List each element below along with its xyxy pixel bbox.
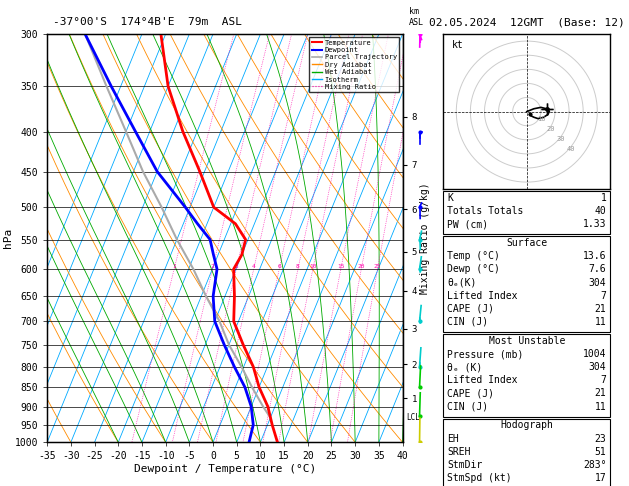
Text: CAPE (J): CAPE (J): [447, 304, 494, 314]
Text: 1: 1: [172, 264, 176, 269]
Text: 4: 4: [252, 264, 255, 269]
Text: kt: kt: [452, 40, 464, 50]
Text: Most Unstable: Most Unstable: [489, 336, 565, 346]
Text: © weatheronline.co.uk: © weatheronline.co.uk: [470, 471, 583, 480]
Text: 13.6: 13.6: [583, 251, 606, 261]
Text: 25: 25: [374, 264, 381, 269]
Text: 7: 7: [601, 375, 606, 385]
Text: 7: 7: [601, 291, 606, 301]
Text: CAPE (J): CAPE (J): [447, 388, 494, 399]
Text: 3: 3: [235, 264, 238, 269]
Text: Hodograph: Hodograph: [500, 420, 554, 431]
Text: 304: 304: [589, 278, 606, 288]
Text: CIN (J): CIN (J): [447, 317, 488, 327]
Text: 6: 6: [277, 264, 281, 269]
Text: 23: 23: [594, 434, 606, 444]
Text: 8: 8: [296, 264, 300, 269]
Text: Temp (°C): Temp (°C): [447, 251, 500, 261]
Text: 20: 20: [547, 126, 555, 132]
Y-axis label: hPa: hPa: [3, 228, 13, 248]
Text: 21: 21: [594, 304, 606, 314]
Text: 10: 10: [537, 117, 545, 122]
Text: StmSpd (kt): StmSpd (kt): [447, 473, 512, 483]
Text: CIN (J): CIN (J): [447, 401, 488, 412]
Text: 1.33: 1.33: [583, 219, 606, 229]
Text: km
ASL: km ASL: [409, 7, 424, 27]
Y-axis label: Mixing Ratio (g/kg): Mixing Ratio (g/kg): [420, 182, 430, 294]
Text: -37°00'S  174°4B'E  79m  ASL: -37°00'S 174°4B'E 79m ASL: [53, 17, 242, 27]
Text: 11: 11: [594, 317, 606, 327]
Text: 20: 20: [357, 264, 365, 269]
Text: EH: EH: [447, 434, 459, 444]
Text: 17: 17: [594, 473, 606, 483]
Text: PW (cm): PW (cm): [447, 219, 488, 229]
Text: 21: 21: [594, 388, 606, 399]
Text: K: K: [447, 193, 453, 203]
Text: 1004: 1004: [583, 349, 606, 359]
Text: 2: 2: [211, 264, 214, 269]
X-axis label: Dewpoint / Temperature (°C): Dewpoint / Temperature (°C): [134, 464, 316, 474]
Text: 51: 51: [594, 447, 606, 457]
Text: 02.05.2024  12GMT  (Base: 12): 02.05.2024 12GMT (Base: 12): [429, 17, 625, 27]
Text: 283°: 283°: [583, 460, 606, 470]
Text: 40: 40: [566, 146, 575, 152]
Text: Surface: Surface: [506, 238, 547, 248]
Text: 40: 40: [594, 206, 606, 216]
Text: Totals Totals: Totals Totals: [447, 206, 523, 216]
Text: 304: 304: [589, 362, 606, 372]
Text: 30: 30: [557, 136, 565, 142]
Text: θₑ (K): θₑ (K): [447, 362, 482, 372]
Text: Dewp (°C): Dewp (°C): [447, 264, 500, 275]
Text: StmDir: StmDir: [447, 460, 482, 470]
Text: 11: 11: [594, 401, 606, 412]
Text: Pressure (mb): Pressure (mb): [447, 349, 523, 359]
Text: SREH: SREH: [447, 447, 470, 457]
Text: Lifted Index: Lifted Index: [447, 375, 518, 385]
Text: Lifted Index: Lifted Index: [447, 291, 518, 301]
Text: θₑ(K): θₑ(K): [447, 278, 477, 288]
Text: 15: 15: [337, 264, 345, 269]
Text: 7.6: 7.6: [589, 264, 606, 275]
Text: 1: 1: [601, 193, 606, 203]
Text: 10: 10: [309, 264, 316, 269]
Legend: Temperature, Dewpoint, Parcel Trajectory, Dry Adiabat, Wet Adiabat, Isotherm, Mi: Temperature, Dewpoint, Parcel Trajectory…: [309, 37, 399, 92]
Text: LCL: LCL: [406, 413, 420, 422]
